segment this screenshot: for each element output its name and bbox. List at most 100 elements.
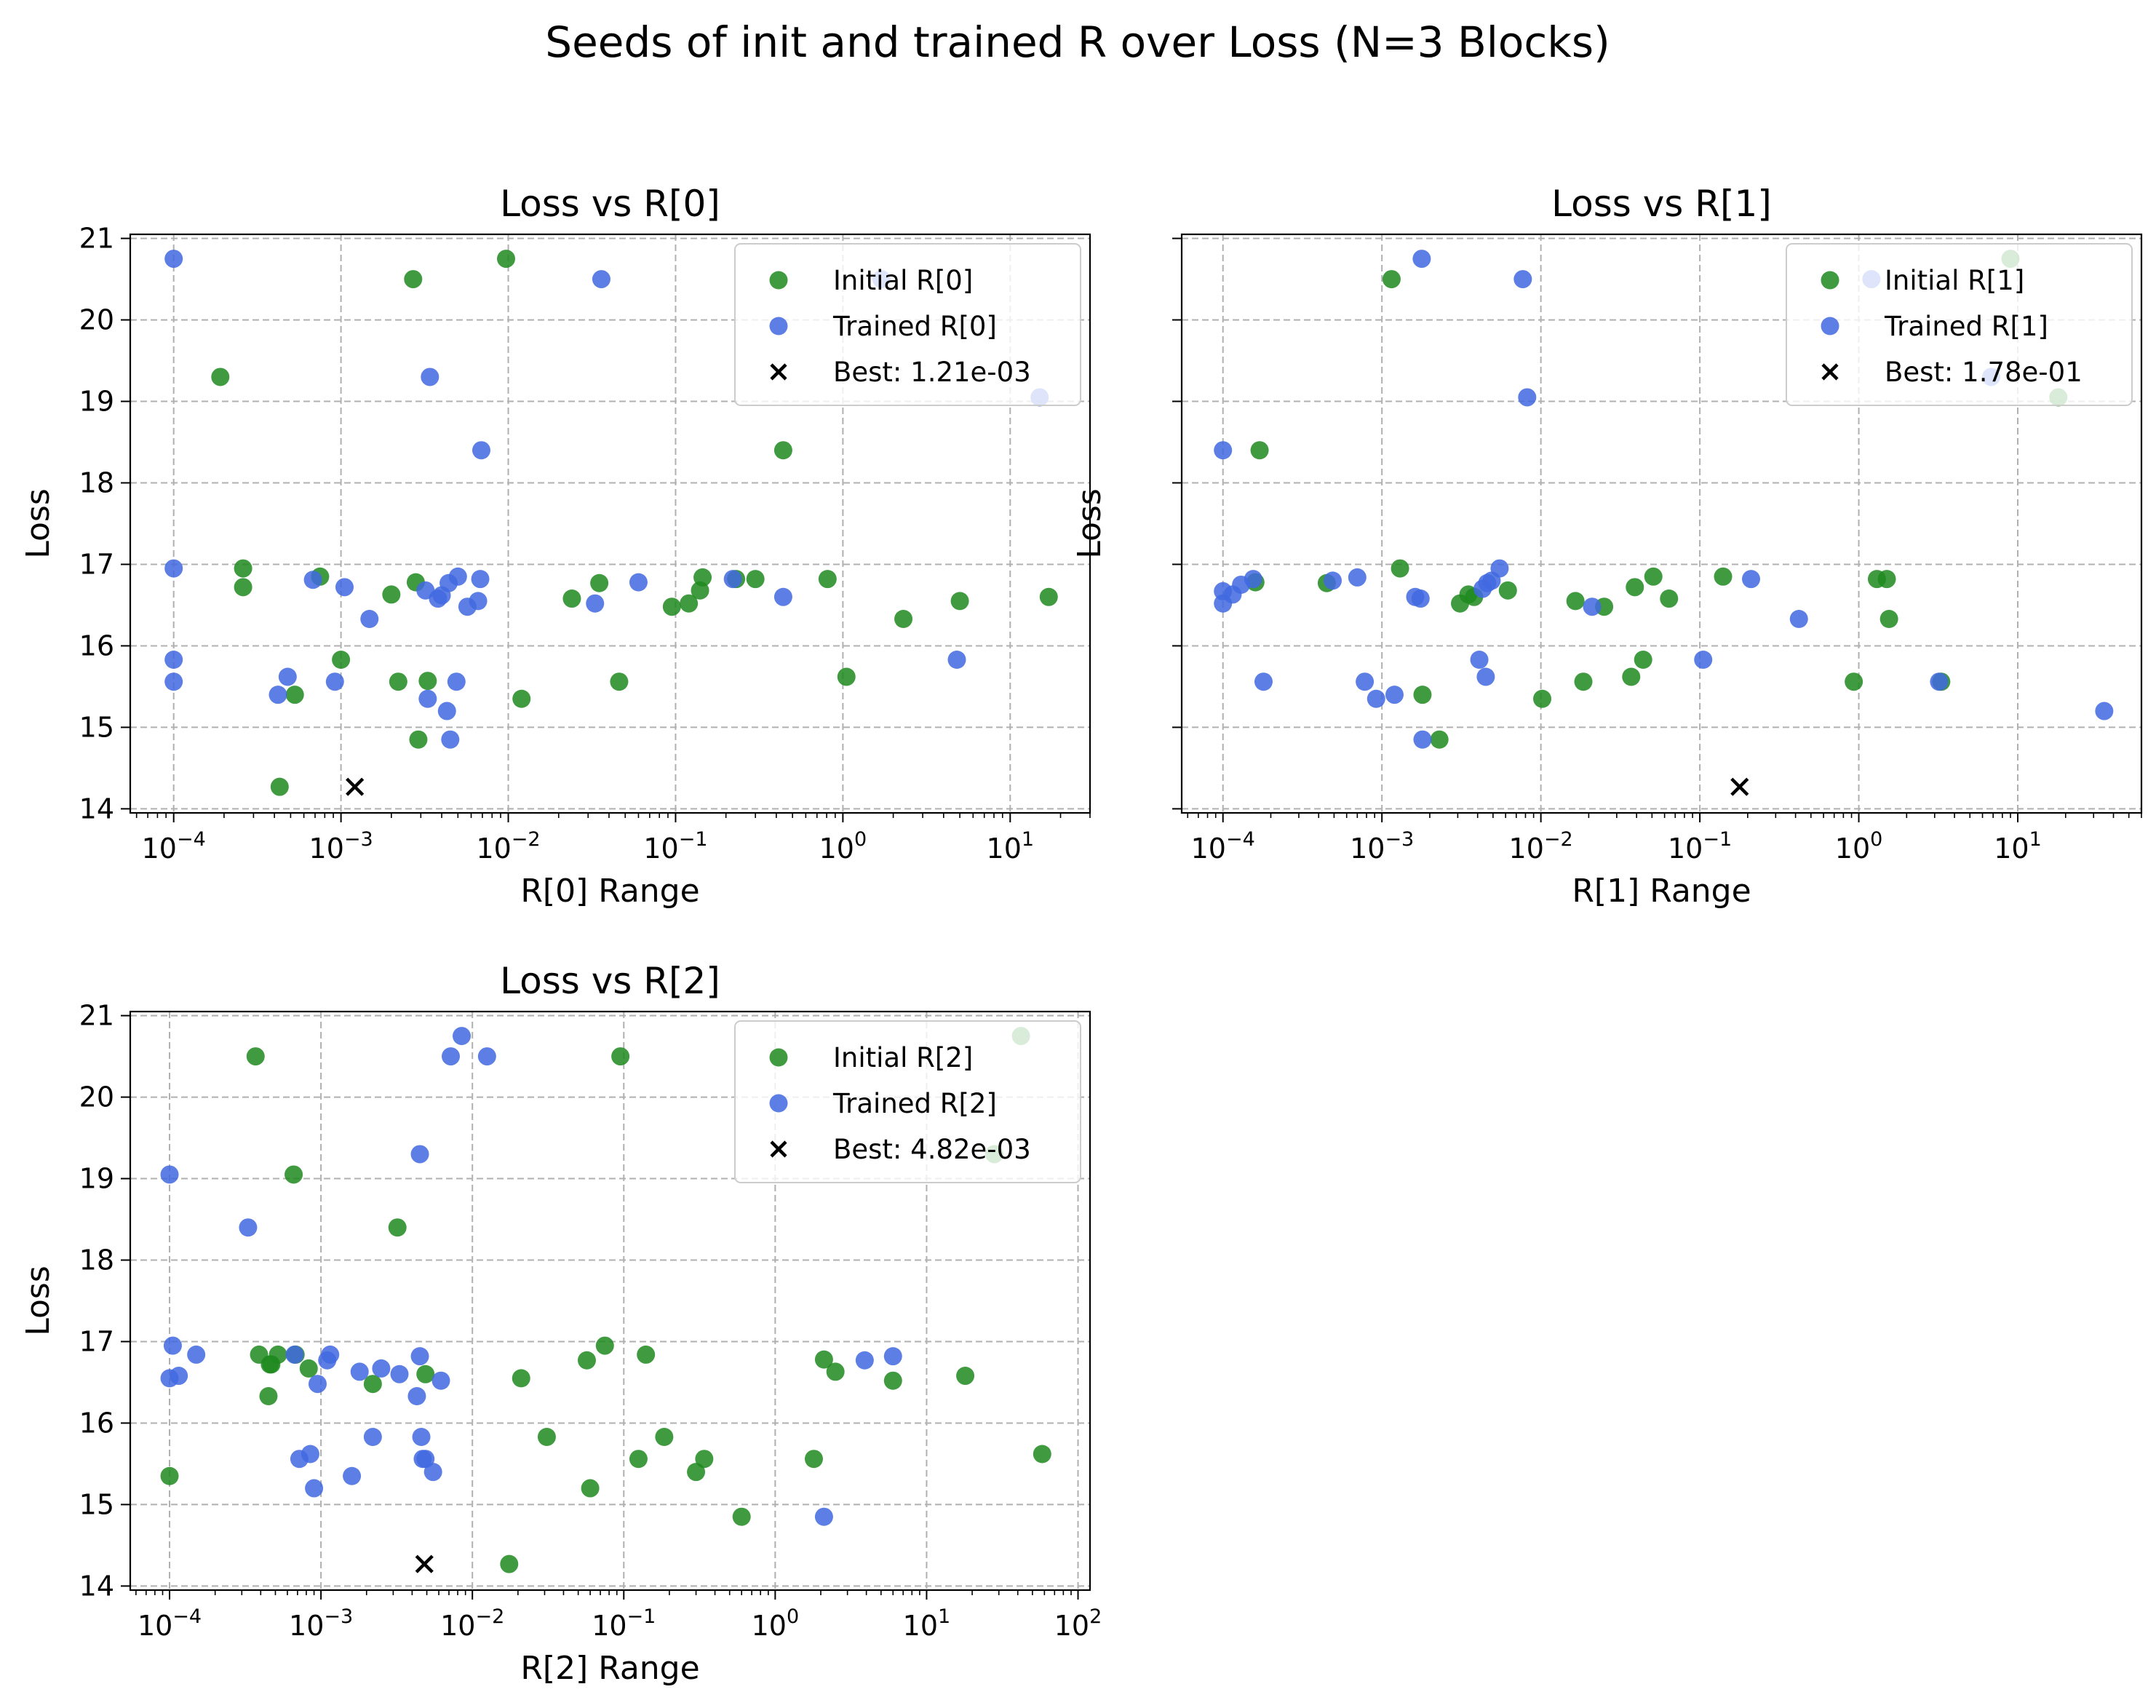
initial-series xyxy=(211,250,1058,796)
trained-point xyxy=(1694,650,1713,669)
legend-label: Initial R[1] xyxy=(1885,265,2024,296)
trained-point xyxy=(773,587,792,606)
trained-point xyxy=(1930,672,1949,691)
x-tick-label: 101 xyxy=(903,1605,951,1642)
trained-point xyxy=(448,567,467,586)
legend-label: Initial R[2] xyxy=(833,1042,973,1073)
trained-point xyxy=(1356,672,1375,691)
x-axis-label: R[2] Range xyxy=(520,1650,699,1687)
subplot-title: Loss vs R[0] xyxy=(500,183,720,225)
initial-point xyxy=(562,589,581,608)
initial-point xyxy=(332,650,351,669)
legend-label: Trained R[2] xyxy=(832,1088,997,1119)
y-tick-label: 20 xyxy=(79,1081,114,1113)
initial-point xyxy=(500,1554,519,1573)
x-tick-label: 10−2 xyxy=(1509,828,1573,865)
initial-point xyxy=(695,1450,714,1469)
initial-point xyxy=(637,1345,656,1364)
trained-point xyxy=(410,1145,429,1164)
legend-box xyxy=(1786,243,2133,406)
x-tick-label: 10−1 xyxy=(643,828,707,865)
legend-box xyxy=(734,243,1081,406)
legend-label: Best: 1.21e-03 xyxy=(833,357,1031,388)
trained-point xyxy=(407,1387,426,1406)
initial-point xyxy=(732,1507,751,1526)
initial-point xyxy=(234,578,252,597)
subplot-1: 10−4 10−3 10−2 10−1 100 101 Loss vs R[1] R[1] R… xyxy=(1071,183,2143,910)
initial-point xyxy=(270,777,289,796)
trained-point xyxy=(442,1047,461,1066)
x-tick-label: 100 xyxy=(752,1605,800,1642)
trained-point xyxy=(305,1479,324,1498)
initial-point xyxy=(1430,730,1449,749)
x-minor-ticks xyxy=(1187,813,2142,818)
initial-point xyxy=(1714,567,1733,586)
trained-point xyxy=(1323,571,1342,590)
trained-point xyxy=(164,250,183,269)
trained-point xyxy=(363,1427,382,1446)
initial-point xyxy=(826,1362,845,1381)
y-tick-label: 18 xyxy=(79,467,114,499)
trained-point xyxy=(437,702,456,720)
initial-point xyxy=(404,270,423,289)
trained-point xyxy=(187,1345,206,1364)
trained-point xyxy=(278,667,297,686)
best-marker xyxy=(415,1554,434,1573)
legend-marker-best xyxy=(1821,363,1839,381)
initial-point xyxy=(804,1450,823,1469)
x-tick-label: 10−1 xyxy=(1668,828,1732,865)
initial-point xyxy=(611,1047,630,1066)
trained-point xyxy=(164,672,183,691)
initial-point xyxy=(496,250,515,269)
x-tick-label: 10−4 xyxy=(142,828,206,865)
initial-point xyxy=(590,573,609,592)
trained-point xyxy=(423,1463,442,1482)
trained-point xyxy=(1411,589,1430,608)
x-tick-label: 100 xyxy=(819,828,867,865)
legend-label: Best: 1.78e-01 xyxy=(1885,357,2083,388)
trained-point xyxy=(239,1218,258,1237)
initial-point xyxy=(512,689,531,708)
initial-point xyxy=(160,1466,179,1485)
legend-marker-initial xyxy=(1821,271,1839,290)
y-tick-label: 16 xyxy=(79,1407,114,1439)
trained-point xyxy=(1490,559,1509,578)
trained-point xyxy=(1348,568,1367,587)
initial-point xyxy=(1626,578,1644,597)
initial-point xyxy=(837,667,856,686)
trained-series xyxy=(1214,250,2114,749)
y-tick-label: 18 xyxy=(79,1244,114,1276)
y-tick-label: 19 xyxy=(79,1163,114,1195)
trained-point xyxy=(592,270,610,289)
y-tick-label: 14 xyxy=(79,1570,114,1602)
subplot-title: Loss vs R[1] xyxy=(1551,183,1772,225)
initial-point xyxy=(687,1463,706,1482)
trained-point xyxy=(321,1345,340,1364)
x-tick-label: 101 xyxy=(1994,828,2042,865)
trained-point xyxy=(883,1347,902,1366)
legend-marker-initial xyxy=(769,1048,788,1067)
initial-series xyxy=(1246,250,2068,749)
trained-point xyxy=(471,570,490,589)
initial-point xyxy=(537,1427,556,1446)
x-tick-label: 10−2 xyxy=(440,1605,504,1642)
initial-point xyxy=(1382,270,1401,289)
trained-point xyxy=(303,571,322,589)
initial-point xyxy=(268,1345,287,1364)
initial-point xyxy=(773,441,792,460)
trained-point xyxy=(1470,650,1489,669)
initial-point xyxy=(416,1365,435,1383)
trained-point xyxy=(360,610,379,629)
x-tick-label: 100 xyxy=(1835,828,1883,865)
y-tick-label: 15 xyxy=(79,711,114,743)
trained-point xyxy=(947,650,966,669)
trained-point xyxy=(447,672,466,691)
trained-point xyxy=(372,1359,391,1378)
trained-point xyxy=(1741,570,1760,589)
initial-point xyxy=(655,1427,674,1446)
trained-point xyxy=(160,1165,179,1184)
initial-point xyxy=(662,597,681,616)
subplot-0: 10−4 10−3 10−2 10−1 100 101 14 15 16 17 18 19 20 21 Lo… xyxy=(20,183,1091,910)
y-axis-label: Loss xyxy=(20,488,57,559)
